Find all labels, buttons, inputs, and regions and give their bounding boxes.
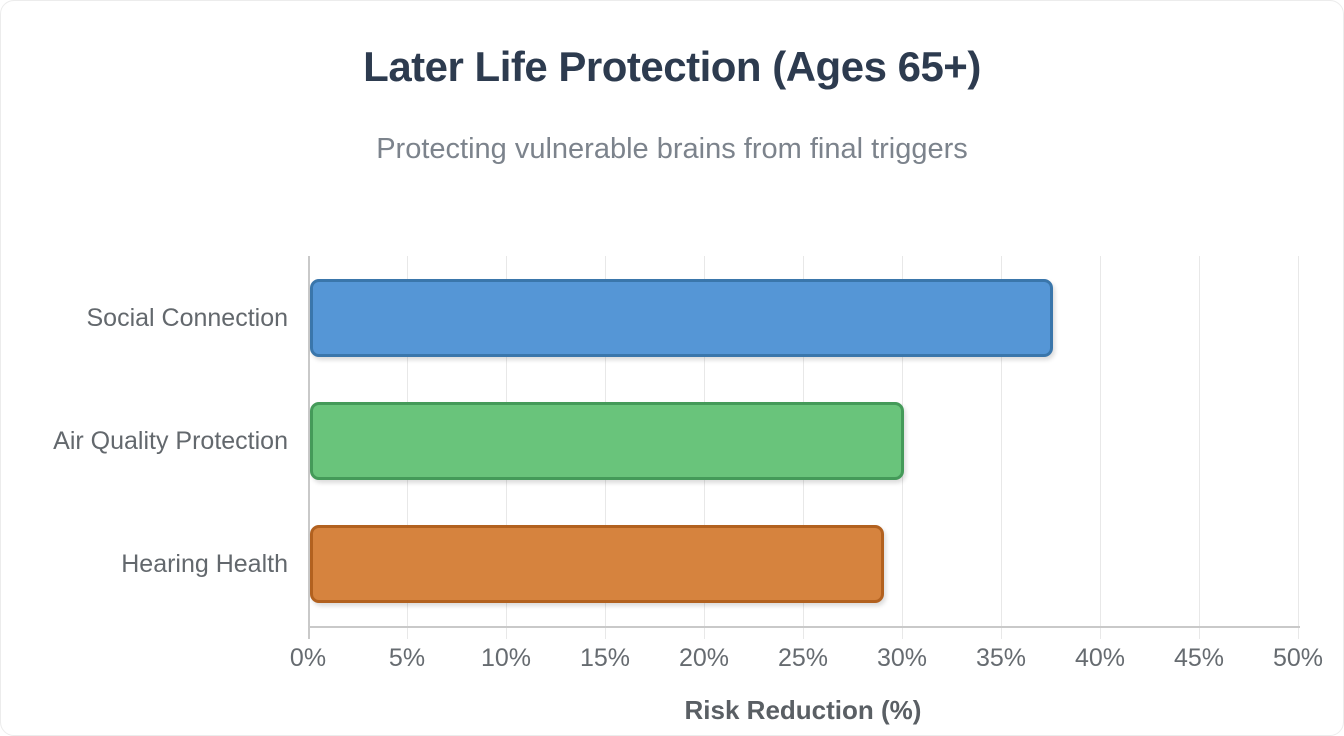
gridline	[1298, 256, 1299, 639]
gridline	[1199, 256, 1200, 639]
x-axis-line	[308, 626, 1300, 628]
x-tick-label: 5%	[388, 644, 426, 672]
category-label: Hearing Health	[121, 550, 288, 579]
x-tick-label: 0%	[289, 644, 327, 672]
x-tick-label: 35%	[975, 644, 1027, 672]
chart-title: Later Life Protection (Ages 65+)	[363, 43, 981, 90]
x-tick-label: 45%	[1173, 644, 1225, 672]
y-axis-zero-line	[308, 256, 310, 639]
x-tick-label: 50%	[1272, 644, 1324, 672]
plot-area	[308, 256, 1299, 639]
x-tick-label: 10%	[480, 644, 532, 672]
category-label: Air Quality Protection	[53, 427, 288, 455]
x-axis-title: Risk Reduction (%)	[684, 695, 922, 725]
x-tick-label: 30%	[876, 644, 928, 672]
bar-social-connection	[310, 278, 1053, 357]
x-tick-label: 25%	[777, 644, 829, 672]
x-tick-label: 20%	[678, 644, 730, 672]
x-tick-label: 40%	[1074, 644, 1126, 672]
gridline	[1001, 256, 1002, 639]
x-tick-label: 15%	[579, 644, 631, 672]
chart-subtitle: Protecting vulnerable brains from final …	[376, 133, 968, 165]
bar-hearing-health	[310, 525, 885, 604]
category-label: Social Connection	[86, 303, 288, 332]
gridline	[1100, 256, 1101, 639]
bar-air-quality-protection	[310, 402, 904, 480]
